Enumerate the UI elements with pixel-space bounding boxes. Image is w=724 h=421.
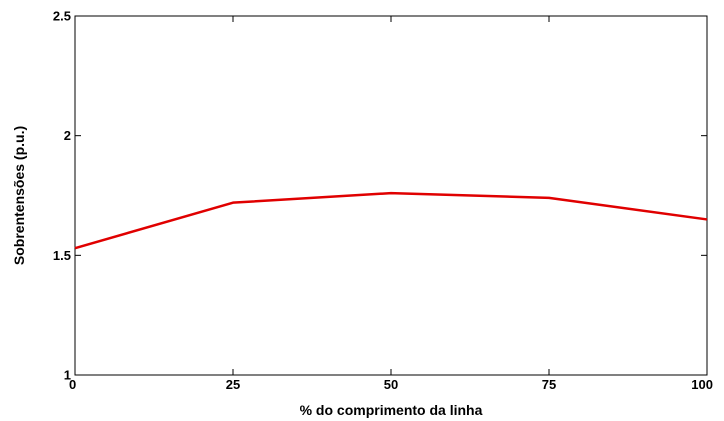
y-tick-label: 1.5 xyxy=(53,248,71,263)
plot-area xyxy=(74,15,708,376)
y-axis-label: Sobrentensões (p.u.) xyxy=(11,126,27,265)
y-tick-labels: 1 1.5 2 2.5 xyxy=(53,9,71,383)
x-tick-label: 25 xyxy=(226,377,240,392)
series-layer xyxy=(74,191,708,250)
y-tick-label: 2.5 xyxy=(53,9,71,24)
y-tick-label: 1 xyxy=(64,368,71,383)
x-tick-label: 75 xyxy=(542,377,556,392)
x-tick-labels: 0 25 50 75 100 xyxy=(69,377,713,392)
x-tick-label: 100 xyxy=(691,377,713,392)
y-tick-label: 2 xyxy=(64,128,71,143)
x-tick-label: 0 xyxy=(69,377,76,392)
x-axis-label: % do comprimento da linha xyxy=(300,402,483,418)
x-tick-label: 50 xyxy=(384,377,398,392)
axis-ticks xyxy=(74,15,708,376)
